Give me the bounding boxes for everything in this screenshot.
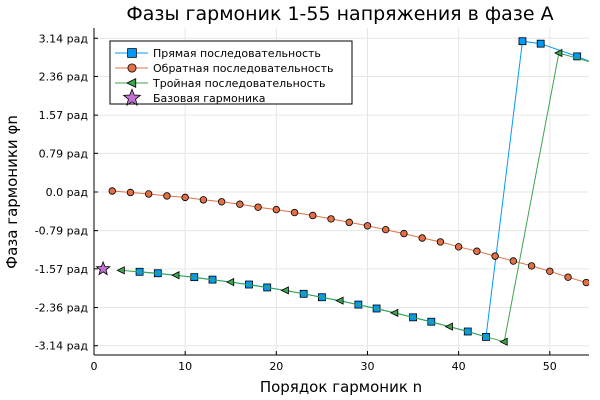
data-point	[126, 188, 135, 197]
data-point	[436, 238, 445, 246]
data-point	[418, 234, 426, 242]
data-point	[181, 193, 189, 202]
legend: Прямая последовательность Обратная послед…	[109, 40, 353, 106]
y-tick-label: 2.36 рад	[39, 70, 89, 83]
y-tick-label: 1.57 рад	[39, 109, 89, 122]
data-point	[389, 308, 399, 318]
series-circle	[108, 187, 589, 287]
data-point	[491, 252, 499, 260]
legend-marker	[127, 63, 137, 73]
data-point	[573, 52, 582, 61]
data-point	[108, 187, 116, 195]
data-point	[509, 257, 518, 265]
x-tick-label: 10	[178, 360, 192, 373]
data-point	[272, 205, 281, 214]
data-point	[518, 37, 527, 46]
data-point	[254, 203, 262, 211]
grid	[93, 28, 589, 355]
series-star	[95, 260, 111, 276]
data-point	[554, 48, 563, 58]
data-point	[144, 190, 153, 198]
y-tick-label: 0.79 рад	[39, 147, 89, 160]
y-tick-label: -1.57 рад	[35, 263, 89, 276]
data-point	[546, 267, 554, 275]
x-axis-label: Порядок гармоник n	[260, 378, 422, 396]
data-point	[454, 243, 463, 251]
data-point	[290, 208, 299, 217]
y-tick-label: -0.79 рад	[35, 225, 89, 238]
data-point	[582, 278, 589, 287]
data-point	[327, 215, 335, 223]
data-point	[473, 247, 481, 255]
data-point	[444, 322, 453, 331]
chart-title: Фазы гармоник 1-55 напряжения в фазе A	[126, 3, 553, 25]
data-point	[527, 262, 536, 270]
data-point	[499, 337, 508, 346]
series-line	[121, 52, 589, 343]
x-tick-label: 20	[269, 360, 283, 373]
y-tick-label: 3.14 рад	[39, 32, 89, 45]
ticks: 0 10 20 30 40 50 3.14 рад 2.36 рад 1.57 рад 0.79 …	[35, 32, 557, 373]
data-point	[116, 266, 125, 275]
data-point	[536, 39, 545, 48]
legend-marker	[122, 88, 142, 106]
y-tick-label: -3.14 рад	[35, 340, 89, 353]
data-point	[592, 60, 599, 67]
x-tick-label: 30	[360, 360, 374, 373]
data-point	[225, 277, 235, 287]
series-group	[95, 37, 599, 346]
legend-label: Базовая гармоника	[153, 92, 265, 105]
data-point	[217, 198, 226, 206]
data-point	[236, 200, 244, 208]
x-tick-label: 0	[91, 360, 98, 373]
legend-label: Обратная последовательность	[153, 62, 334, 75]
data-point	[95, 260, 111, 276]
data-point	[171, 271, 180, 280]
data-point	[363, 222, 372, 230]
y-tick-label: 0.0 рад	[46, 186, 89, 199]
legend-marker	[126, 77, 137, 89]
data-point	[345, 218, 353, 227]
legend-label: Тройная последовательность	[152, 77, 326, 90]
series-triangle-left	[116, 48, 589, 346]
data-point	[309, 211, 317, 220]
data-point	[335, 296, 344, 305]
y-tick-label: -2.36 рад	[35, 302, 89, 315]
data-point	[382, 225, 390, 234]
data-point	[163, 192, 171, 200]
data-point	[564, 273, 572, 281]
data-point	[199, 196, 208, 204]
data-point	[400, 229, 408, 238]
legend-marker	[127, 48, 137, 58]
data-point	[280, 286, 289, 295]
legend-label: Прямая последовательность	[153, 47, 321, 60]
x-tick-label: 40	[452, 360, 466, 373]
y-axis-label: Фаза гармоники φn	[3, 115, 21, 269]
x-tick-label: 50	[543, 360, 557, 373]
legend-box	[109, 40, 353, 105]
